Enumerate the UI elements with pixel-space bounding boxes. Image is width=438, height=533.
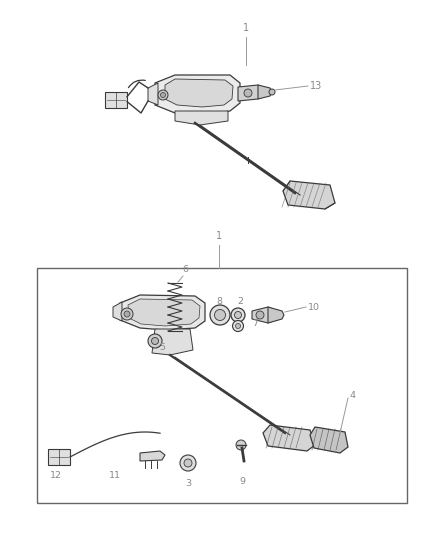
Polygon shape	[155, 75, 240, 115]
Circle shape	[244, 89, 252, 97]
Polygon shape	[148, 83, 158, 105]
Polygon shape	[258, 85, 272, 99]
Text: 1: 1	[216, 231, 222, 241]
Text: 9: 9	[239, 477, 245, 486]
Text: 11: 11	[109, 471, 121, 480]
Text: 4: 4	[350, 391, 356, 400]
Text: 1: 1	[243, 23, 249, 33]
Circle shape	[121, 308, 133, 320]
Polygon shape	[128, 299, 200, 326]
Polygon shape	[238, 85, 264, 101]
Text: 10: 10	[308, 303, 320, 311]
Circle shape	[236, 440, 246, 450]
Polygon shape	[263, 425, 315, 451]
Text: 5: 5	[159, 343, 165, 351]
Circle shape	[148, 334, 162, 348]
Polygon shape	[310, 427, 348, 453]
Polygon shape	[140, 451, 165, 461]
Circle shape	[234, 311, 241, 319]
Polygon shape	[120, 295, 205, 330]
Text: 8: 8	[216, 296, 222, 305]
Text: 2: 2	[237, 296, 243, 305]
Bar	[105, 92, 127, 108]
Text: 6: 6	[182, 265, 188, 274]
Bar	[37, 268, 407, 503]
Circle shape	[215, 310, 226, 320]
Text: 7: 7	[252, 319, 258, 327]
Text: 3: 3	[185, 479, 191, 488]
Circle shape	[180, 455, 196, 471]
Polygon shape	[113, 302, 122, 321]
Circle shape	[236, 324, 240, 328]
Circle shape	[152, 337, 159, 344]
Circle shape	[124, 311, 130, 317]
Polygon shape	[175, 111, 228, 125]
Text: 12: 12	[50, 471, 62, 480]
Bar	[48, 449, 70, 465]
Polygon shape	[252, 307, 278, 323]
Circle shape	[269, 89, 275, 95]
Polygon shape	[283, 181, 335, 209]
Circle shape	[158, 90, 168, 100]
Polygon shape	[165, 79, 233, 107]
Circle shape	[210, 305, 230, 325]
Circle shape	[160, 93, 166, 98]
Circle shape	[233, 320, 244, 332]
Polygon shape	[268, 307, 284, 323]
Circle shape	[231, 308, 245, 322]
Circle shape	[256, 311, 264, 319]
Circle shape	[184, 459, 192, 467]
Polygon shape	[152, 329, 193, 355]
Text: 13: 13	[310, 81, 322, 91]
